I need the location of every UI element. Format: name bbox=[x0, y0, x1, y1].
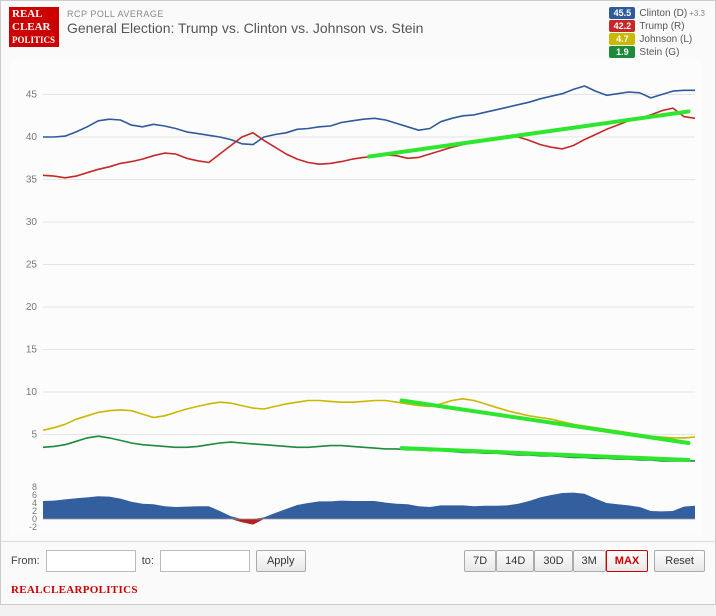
logo-line: POLITICS bbox=[12, 34, 56, 47]
svg-text:20: 20 bbox=[26, 302, 38, 313]
legend-value-badge: 4.7 bbox=[609, 33, 635, 45]
legend-value-badge: 42.2 bbox=[609, 20, 635, 32]
logo-line: REAL bbox=[12, 8, 56, 21]
range-button-7d[interactable]: 7D bbox=[464, 550, 496, 572]
range-button-3m[interactable]: 3M bbox=[573, 550, 606, 572]
legend-row[interactable]: 1.9 Stein (G) bbox=[609, 46, 705, 58]
header: REAL CLEAR POLITICS RCP POLL AVERAGE Gen… bbox=[1, 1, 715, 51]
svg-text:45: 45 bbox=[26, 90, 38, 101]
range-button-max[interactable]: MAX bbox=[606, 550, 648, 572]
spread-area-chart: -202468 bbox=[11, 479, 701, 535]
to-label: to: bbox=[142, 555, 154, 567]
svg-text:5: 5 bbox=[31, 430, 37, 441]
apply-button[interactable]: Apply bbox=[256, 550, 306, 572]
range-buttons: 7D14D30D3MMAX bbox=[464, 550, 648, 572]
legend: 45.5 Clinton (D)+3.3 42.2 Trump (R) 4.7 Johns… bbox=[609, 7, 705, 59]
svg-text:35: 35 bbox=[26, 175, 38, 186]
legend-value-badge: 45.5 bbox=[609, 7, 635, 19]
svg-text:25: 25 bbox=[26, 260, 38, 271]
chart-title: General Election: Trump vs. Clinton vs. … bbox=[67, 20, 423, 36]
legend-label: Trump (R) bbox=[639, 21, 684, 32]
svg-text:40: 40 bbox=[26, 132, 38, 143]
logo-line: CLEAR bbox=[12, 21, 56, 34]
from-label: From: bbox=[11, 555, 40, 567]
legend-label: Clinton (D) bbox=[639, 8, 687, 19]
legend-value-badge: 1.9 bbox=[609, 46, 635, 58]
main-line-chart: 51015202530354045JulyAugustSeptemberOcto… bbox=[11, 59, 701, 479]
chart-panel: REAL CLEAR POLITICS RCP POLL AVERAGE Gen… bbox=[0, 0, 716, 605]
to-date-input[interactable] bbox=[160, 550, 250, 572]
chart-subtitle: RCP POLL AVERAGE bbox=[67, 9, 423, 19]
rcp-logo: REAL CLEAR POLITICS bbox=[9, 7, 59, 47]
footer-brand: REALCLEARPOLITICS bbox=[1, 580, 715, 604]
svg-text:30: 30 bbox=[26, 217, 38, 228]
title-block: RCP POLL AVERAGE General Election: Trump… bbox=[59, 7, 423, 47]
chart-area: 51015202530354045JulyAugustSeptemberOcto… bbox=[11, 59, 705, 535]
svg-text:15: 15 bbox=[26, 345, 38, 356]
legend-label: Stein (G) bbox=[639, 47, 679, 58]
range-button-14d[interactable]: 14D bbox=[496, 550, 534, 572]
legend-row[interactable]: 45.5 Clinton (D)+3.3 bbox=[609, 7, 705, 19]
legend-row[interactable]: 42.2 Trump (R) bbox=[609, 20, 705, 32]
reset-button[interactable]: Reset bbox=[654, 550, 705, 572]
controls-bar: From: to: Apply 7D14D30D3MMAX Reset bbox=[1, 541, 715, 580]
legend-label: Johnson (L) bbox=[639, 34, 692, 45]
legend-delta: +3.3 bbox=[689, 9, 705, 18]
from-date-input[interactable] bbox=[46, 550, 136, 572]
svg-text:8: 8 bbox=[32, 482, 37, 492]
legend-row[interactable]: 4.7 Johnson (L) bbox=[609, 33, 705, 45]
svg-text:10: 10 bbox=[26, 387, 38, 398]
range-button-30d[interactable]: 30D bbox=[534, 550, 572, 572]
